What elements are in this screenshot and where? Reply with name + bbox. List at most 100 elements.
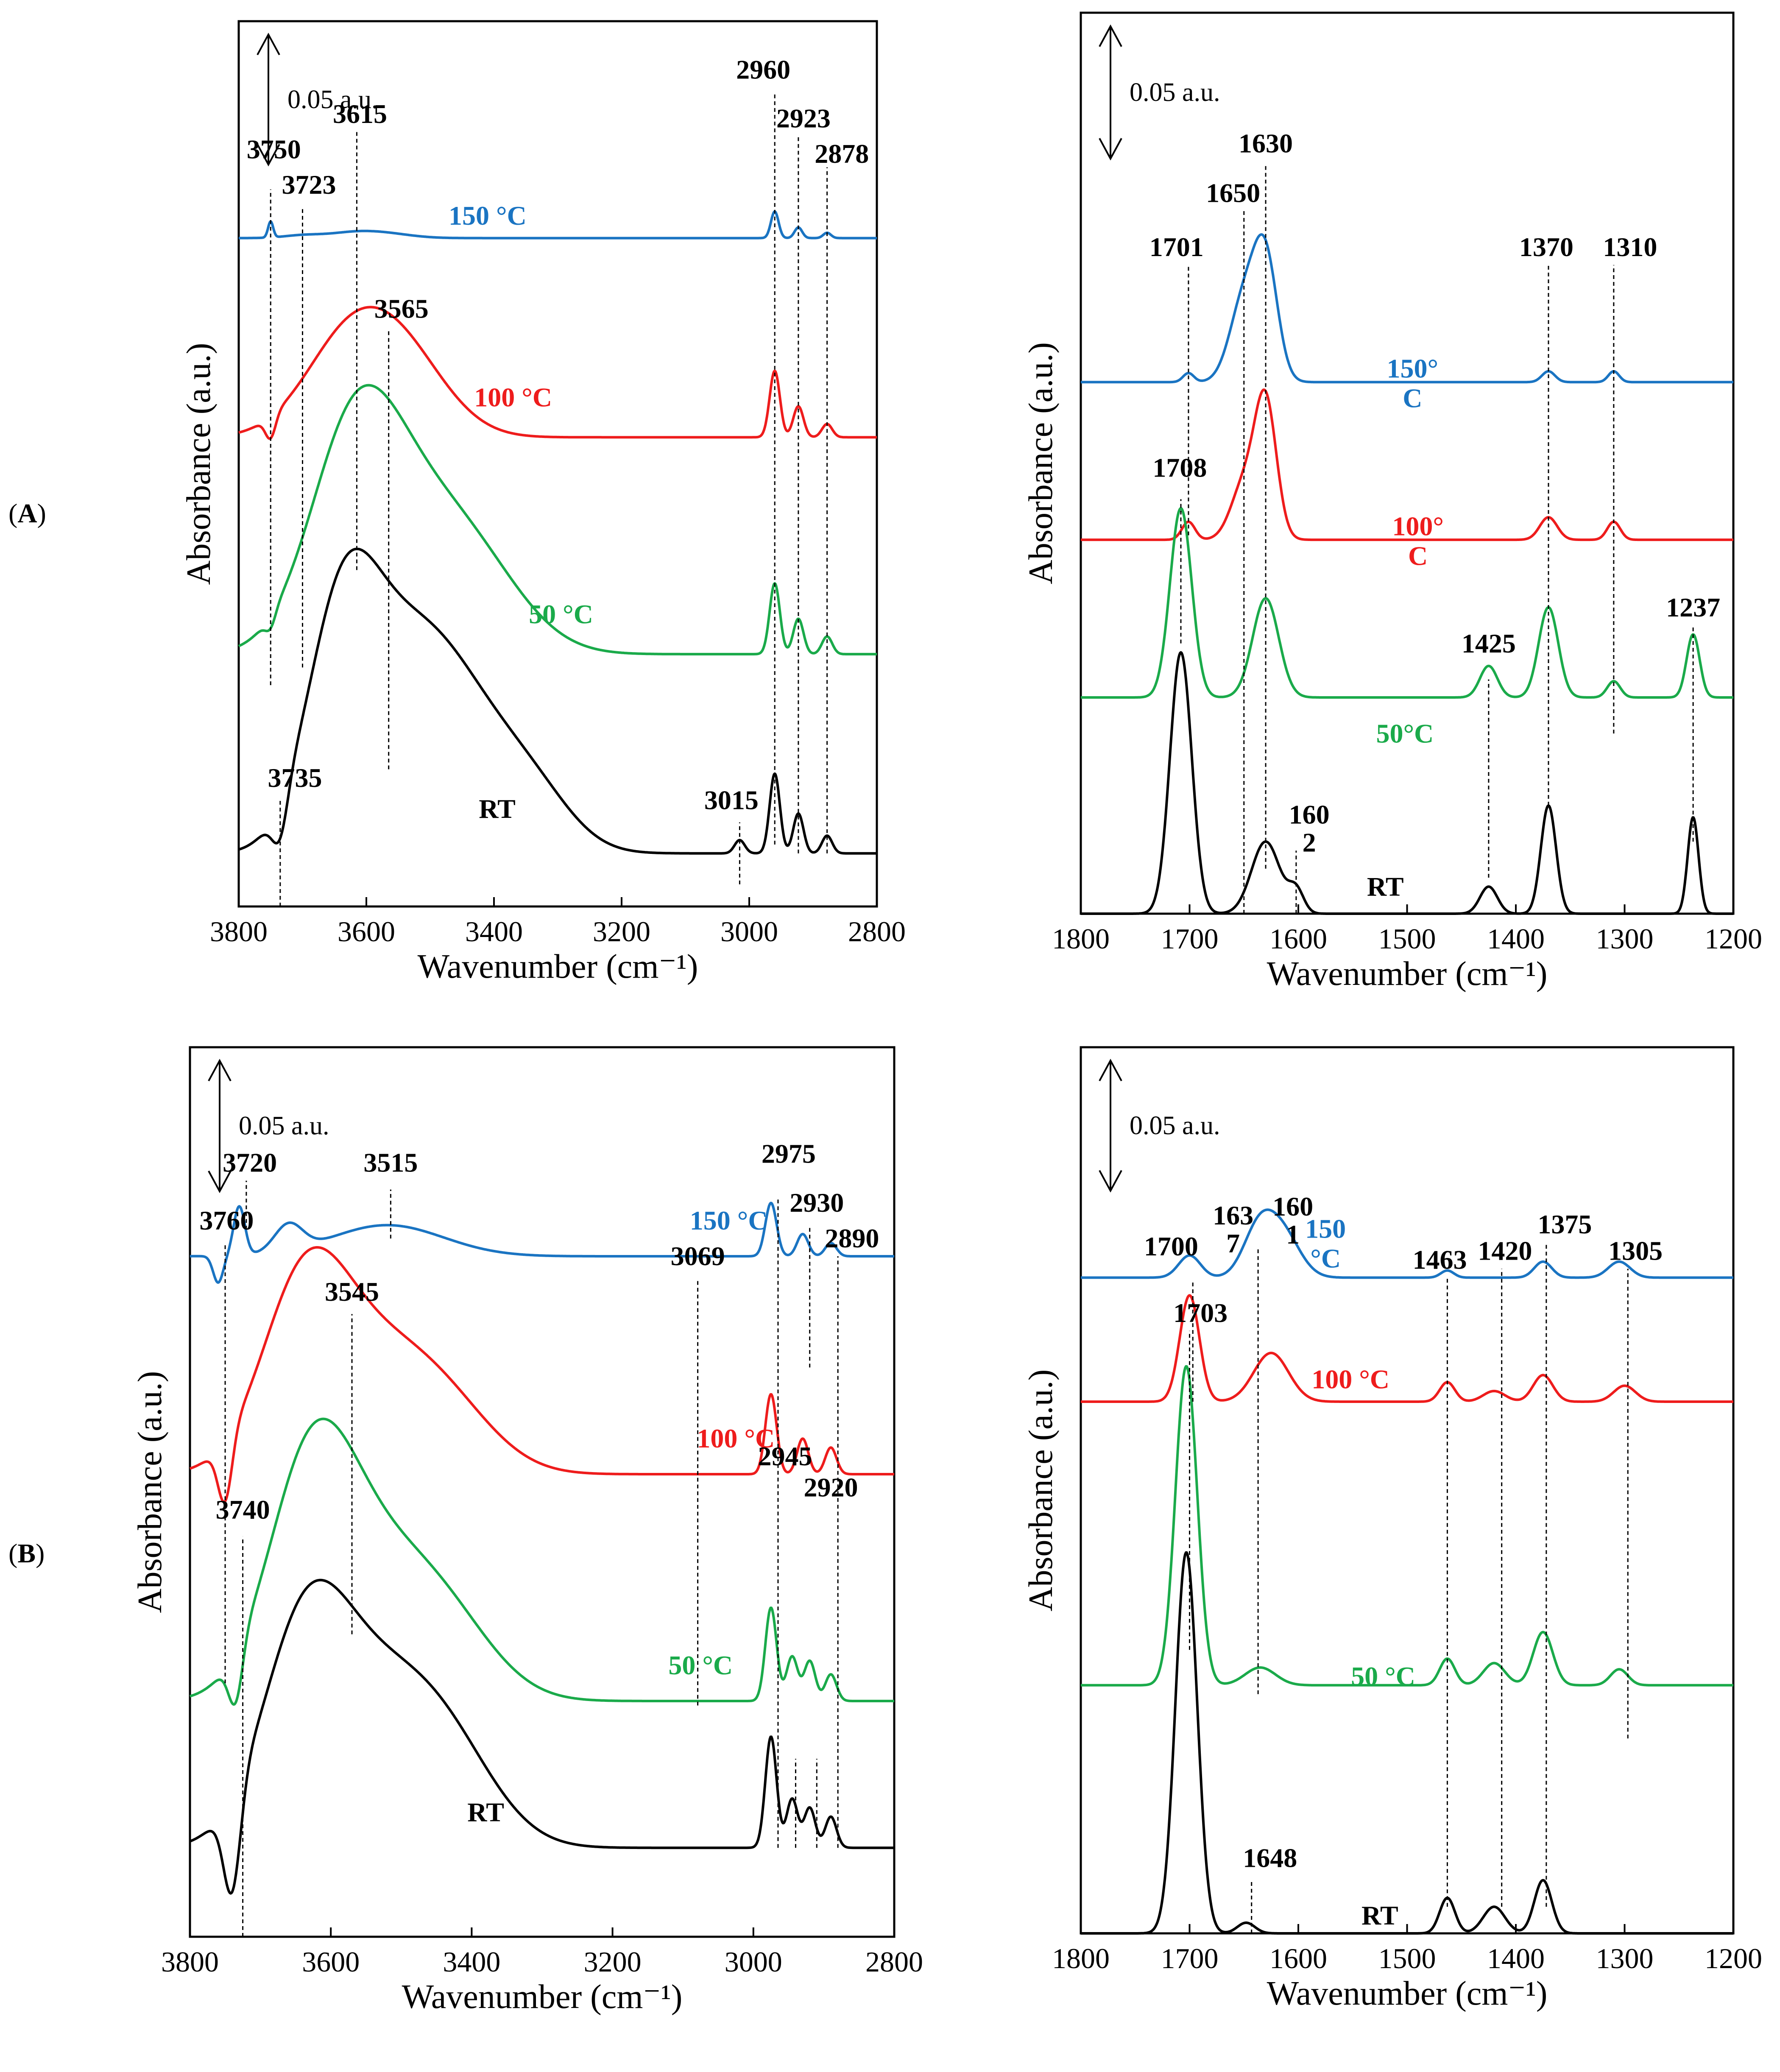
series-line	[1080, 1551, 1734, 1935]
peak-label: 1650	[1206, 178, 1260, 208]
peak-label: 1708	[1152, 452, 1207, 482]
x-tick-label: 3600	[338, 915, 395, 948]
scale-bar-label: 0.05 a.u.	[287, 85, 378, 114]
x-tick-label: 1700	[1161, 1942, 1219, 1974]
series-label: 50 °C	[1351, 1661, 1415, 1691]
scale-bar-arrowhead-up	[208, 1059, 232, 1082]
peak-label: 2930	[790, 1188, 844, 1218]
series-label: RT	[467, 1797, 504, 1827]
plot-frame	[1080, 1046, 1735, 1935]
panel-b-high: 3800 3600 3400 3200 3000 2800 Wavenumber (cm⁻¹…	[131, 1046, 923, 2016]
peak-label: 163 7	[1213, 1200, 1253, 1258]
x-tick-label: 1600	[1269, 1942, 1327, 1974]
series-line	[1080, 507, 1734, 699]
peak-label: 1701	[1149, 232, 1204, 262]
x-tick-label: 3600	[302, 1946, 360, 1978]
x-axis-label: Wavenumber (cm⁻¹)	[418, 948, 698, 985]
x-tick-label: 1400	[1487, 1942, 1545, 1974]
series-label: RT	[479, 794, 516, 824]
series-line	[1080, 1365, 1734, 1687]
peak-label: 2923	[776, 103, 831, 134]
peak-label: 3615	[333, 99, 387, 129]
peak-label: 3735	[268, 763, 322, 793]
y-axis-label: Absorbance (a.u.)	[131, 1371, 169, 1613]
series-line	[189, 1246, 895, 1503]
scale-bar-arrowhead-down	[1099, 1170, 1122, 1193]
scale-bar-arrowhead-down	[208, 1170, 232, 1194]
x-tick-label: 1700	[1161, 923, 1219, 955]
scale-bar-arrowhead-up	[257, 33, 280, 56]
peak-label: 1425	[1462, 628, 1516, 658]
x-tick-label: 3400	[465, 915, 523, 948]
scale-bar-label: 0.05 a.u.	[1130, 78, 1220, 107]
x-tick-label: 1500	[1378, 1942, 1436, 1974]
peak-label: 3723	[282, 170, 336, 200]
series-line	[189, 1202, 895, 1284]
x-tick-label: 3800	[161, 1946, 219, 1978]
scale-bar-label: 0.05 a.u.	[1130, 1111, 1220, 1140]
x-tick-label: 1300	[1596, 923, 1654, 955]
peak-label: 3740	[216, 1495, 270, 1525]
panel-b-low: 1800 1700 1600 1500 1400 1300 1200 Wavenumber (…	[1022, 1046, 1762, 2012]
peak-label: 3015	[704, 785, 759, 815]
x-tick-label: 1800	[1052, 1942, 1110, 1974]
x-tick-label: 1200	[1705, 1942, 1762, 1974]
series-label: 100 °C	[474, 382, 552, 412]
series-label: 100 °C	[697, 1423, 775, 1453]
scale-bar-arrowhead-up	[1099, 1059, 1122, 1082]
series-line	[238, 547, 878, 855]
plot-frame	[237, 20, 878, 908]
y-axis-label: Absorbance (a.u.)	[180, 343, 218, 585]
panel-a-low: 1800 1700 1600 1500 1400 1300 1200 Wavenumber (…	[1022, 11, 1762, 993]
series-label: RT	[1367, 872, 1404, 902]
scale-bar-label: 0.05 a.u.	[239, 1112, 329, 1141]
x-tick-label: 3800	[210, 915, 268, 948]
series-line	[1080, 388, 1734, 541]
x-tick-label: 1500	[1378, 923, 1436, 955]
peak-label: 1648	[1243, 1843, 1297, 1873]
x-axis-label: Wavenumber (cm⁻¹)	[1267, 1975, 1548, 2012]
x-tick-label: 3400	[443, 1946, 500, 1978]
y-axis-label: Absorbance (a.u.)	[1022, 1369, 1060, 1612]
peak-label: 1375	[1537, 1209, 1592, 1239]
x-tick-label: 1400	[1487, 923, 1545, 955]
peak-label: 1703	[1173, 1298, 1228, 1328]
peak-label: 3750	[247, 134, 301, 165]
peak-label: 2960	[736, 55, 790, 85]
section-label-b: (B)	[8, 1538, 45, 1568]
plot-frame	[189, 1046, 896, 1938]
x-tick-label: 2800	[848, 915, 906, 948]
x-axis-label: Wavenumber (cm⁻¹)	[402, 1978, 683, 2016]
series-label: 150 °C	[449, 201, 527, 231]
series-line	[1080, 1294, 1734, 1403]
series-label: 50 °C	[529, 599, 593, 629]
series-line	[189, 1417, 895, 1706]
series-line	[1080, 233, 1734, 384]
x-tick-label: 1800	[1052, 923, 1110, 955]
scale-bar-arrowhead-up	[1099, 24, 1122, 47]
peak-label: 1305	[1608, 1236, 1663, 1266]
peak-label: 2878	[815, 139, 869, 169]
peak-label: 2890	[825, 1223, 879, 1253]
peak-label: 3565	[374, 293, 429, 323]
peak-label: 3545	[325, 1277, 379, 1307]
peak-label: 1630	[1239, 128, 1293, 158]
peak-label: 1700	[1144, 1231, 1198, 1261]
series-line	[1080, 651, 1734, 915]
scale-bar-arrowhead-down	[257, 144, 280, 167]
peak-label: 1370	[1519, 232, 1574, 262]
series-line	[238, 210, 878, 240]
panel-a-high: 3800 3600 3400 3200 3000 2800 Wavenumber (cm⁻¹…	[180, 20, 906, 985]
series-line	[1080, 1208, 1734, 1279]
series-label: 100 °C	[1311, 1364, 1389, 1394]
peak-label: 3069	[671, 1241, 725, 1271]
peak-label: 2945	[758, 1441, 812, 1471]
peak-label: 2920	[804, 1472, 858, 1502]
x-tick-label: 2800	[865, 1946, 923, 1978]
peak-label: 3515	[363, 1148, 418, 1178]
series-label: 100° C	[1392, 511, 1444, 571]
series-label: 150°C	[1305, 1213, 1346, 1273]
x-axis-label: Wavenumber (cm⁻¹)	[1267, 955, 1548, 993]
peak-label: 1310	[1603, 232, 1657, 262]
